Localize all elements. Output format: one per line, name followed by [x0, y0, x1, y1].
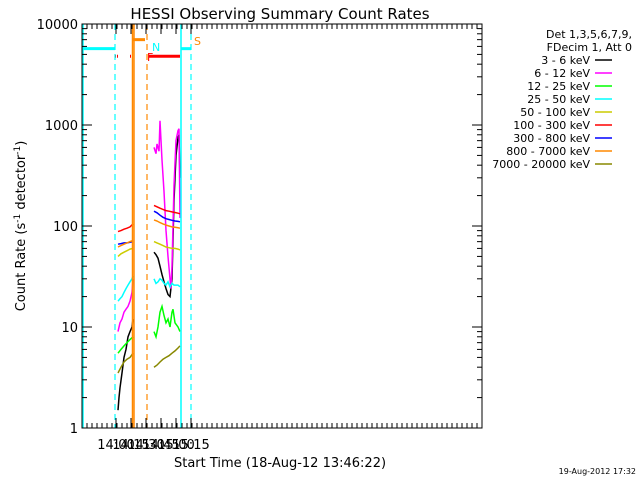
y-axis-label: Count Rate (s-1 detector-1) — [13, 141, 29, 312]
series-line-7-1 — [153, 219, 181, 229]
series-line-2-0 — [117, 336, 134, 354]
x-tick-label-0: 14:00 — [97, 438, 134, 453]
series-line-8-1 — [153, 345, 181, 368]
legend-label-1: 6 - 12 keV — [534, 67, 590, 80]
y-axis-label-main: Count Rate (s — [14, 223, 29, 312]
x-tick-label-4: 15:00 — [157, 438, 194, 453]
x-tick-label-3: 14:45 — [142, 438, 179, 453]
series-line-5-0 — [117, 223, 134, 233]
y-tick-label-1: 10 — [61, 321, 78, 336]
flag-label-f: F — [147, 51, 153, 64]
legend-label-4: 50 - 100 keV — [520, 106, 590, 119]
series-line-4-1 — [153, 240, 181, 251]
series-line-0-0 — [117, 318, 134, 411]
legend: Det 1,3,5,6,7,9, FDecim 1, Att 0 3 - 6 k… — [492, 28, 632, 171]
series-layer — [117, 120, 181, 411]
x-tick-label-5: 15:15 — [172, 438, 209, 453]
series-line-2-1 — [153, 303, 181, 340]
legend-label-0: 3 - 6 keV — [541, 54, 590, 67]
flag-label-s: S — [194, 35, 201, 48]
flag-layer — [83, 38, 191, 58]
legend-label-6: 300 - 800 keV — [513, 132, 590, 145]
footer-timestamp: 19-Aug-2012 17:32 — [559, 467, 636, 476]
series-line-6-1 — [153, 210, 181, 223]
flag-label-n: N — [152, 41, 160, 54]
series-line-4-0 — [117, 247, 134, 257]
series-line-3-1 — [153, 277, 181, 289]
y-axis-label-sup1: -1 — [13, 214, 23, 223]
y-tick-label-2: 100 — [53, 220, 78, 235]
y-axis-ticks: 1 10 100 1000 10000 — [37, 18, 482, 437]
y-tick-label-0: 1 — [70, 422, 78, 437]
series-line-5-1 — [153, 204, 181, 215]
legend-label-3: 25 - 50 keV — [527, 93, 590, 106]
legend-label-8: 7000 - 20000 keV — [492, 158, 590, 171]
y-axis-label-end: ) — [14, 141, 29, 146]
x-tick-label-1: 14:15 — [112, 438, 149, 453]
series-line-1-1 — [153, 120, 181, 289]
legend-label-7: 800 - 7000 keV — [506, 145, 590, 158]
y-tick-label-4: 10000 — [37, 18, 78, 33]
x-axis-label: Start Time (18-Aug-12 13:46:22) — [174, 456, 386, 471]
legend-label-5: 100 - 300 keV — [513, 119, 590, 132]
series-line-8-0 — [117, 352, 134, 374]
chart-title: HESSI Observing Summary Count Rates — [130, 5, 429, 23]
series-line-7-0 — [117, 239, 134, 248]
legend-header-line1: Det 1,3,5,6,7,9, — [546, 28, 632, 41]
legend-header-line2: FDecim 1, Att 0 — [547, 41, 632, 54]
y-tick-label-3: 1000 — [45, 119, 78, 134]
flag-labels: F N S — [147, 35, 201, 64]
y-axis-label-mid: detector — [14, 154, 29, 214]
x-tick-label-2: 14:30 — [127, 438, 164, 453]
series-line-3-0 — [117, 275, 134, 302]
series-line-1-0 — [117, 278, 134, 332]
legend-label-2: 12 - 25 keV — [527, 80, 590, 93]
series-line-0-1 — [153, 134, 181, 299]
y-axis-label-sup2: -1 — [13, 146, 23, 155]
